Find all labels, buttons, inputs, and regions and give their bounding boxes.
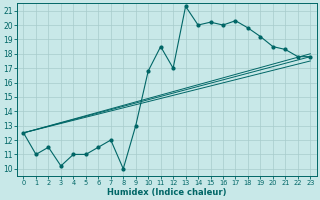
X-axis label: Humidex (Indice chaleur): Humidex (Indice chaleur) (107, 188, 227, 197)
